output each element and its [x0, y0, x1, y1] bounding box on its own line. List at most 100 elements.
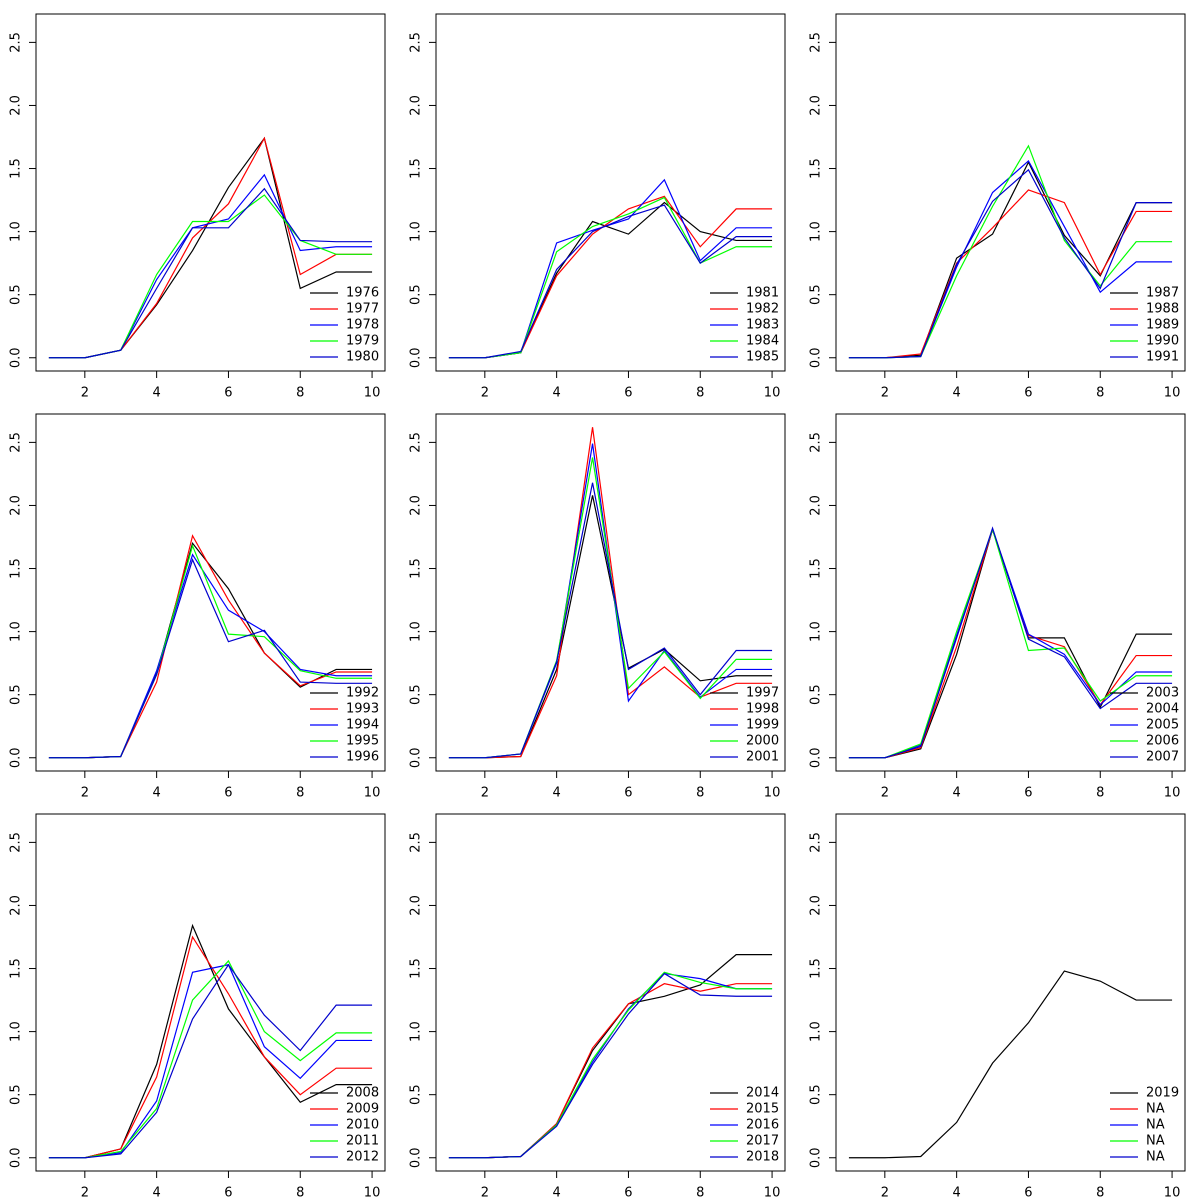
x-tick-label: 8 — [696, 386, 704, 401]
legend-label: 2000 — [746, 734, 779, 749]
y-tick-label: 1.0 — [409, 221, 424, 242]
x-tick-label: 10 — [764, 386, 781, 401]
y-tick-label: 2.5 — [9, 832, 24, 853]
y-tick-label: 1.5 — [809, 958, 824, 979]
legend-label: 1995 — [346, 734, 379, 749]
legend-label: 2005 — [1146, 718, 1179, 733]
legend-label: 1999 — [746, 718, 779, 733]
plot-frame — [835, 413, 1186, 772]
series-line — [448, 495, 773, 759]
x-tick-label: 6 — [1024, 386, 1032, 401]
series-line — [448, 443, 773, 759]
legend-label: 2007 — [1146, 750, 1179, 765]
y-tick-label: 0.0 — [409, 347, 424, 368]
legend-label: 1991 — [1146, 350, 1179, 365]
series-line — [48, 923, 373, 1159]
x-tick-label: 4 — [153, 1186, 161, 1200]
y-tick-label: 1.0 — [809, 621, 824, 642]
y-tick-label: 1.5 — [409, 158, 424, 179]
y-tick-label: 2.5 — [9, 32, 24, 53]
x-tick-label: 10 — [364, 1186, 381, 1200]
x-tick-label: 6 — [1024, 1186, 1032, 1200]
series-line — [848, 527, 1173, 759]
legend-label: 2001 — [746, 750, 779, 765]
y-tick-label: 0.0 — [809, 1147, 824, 1168]
legend-label: 1977 — [346, 302, 379, 317]
y-tick-label: 2.5 — [809, 432, 824, 453]
y-tick-label: 1.0 — [9, 621, 24, 642]
series-line — [48, 187, 373, 359]
x-tick-label: 10 — [764, 786, 781, 801]
legend-label: 2008 — [346, 1086, 379, 1101]
x-tick-label: 8 — [1096, 386, 1104, 401]
y-tick-label: 1.0 — [9, 1021, 24, 1042]
plot-frame — [835, 813, 1186, 1172]
legend-label: NA — [1146, 1102, 1165, 1117]
series-line — [448, 201, 773, 359]
x-tick-label: 6 — [1024, 786, 1032, 801]
y-tick-label: 0.0 — [9, 347, 24, 368]
y-tick-label: 0.0 — [9, 1147, 24, 1168]
series-line — [48, 173, 373, 359]
x-tick-label: 6 — [624, 1186, 632, 1200]
x-tick-label: 10 — [364, 386, 381, 401]
series-line — [48, 963, 373, 1159]
y-tick-label: 1.5 — [809, 158, 824, 179]
series-line — [448, 971, 773, 1159]
y-tick-label: 0.5 — [9, 284, 24, 305]
y-tick-label: 2.5 — [9, 432, 24, 453]
y-tick-label: 0.0 — [409, 1147, 424, 1168]
y-tick-label: 0.0 — [809, 347, 824, 368]
y-tick-label: 0.5 — [409, 284, 424, 305]
y-tick-label: 1.0 — [9, 221, 24, 242]
y-tick-label: 2.5 — [409, 32, 424, 53]
plot-frame — [435, 413, 786, 772]
series-line — [448, 196, 773, 359]
series-line — [448, 482, 773, 759]
legend-label: 2006 — [1146, 734, 1179, 749]
y-tick-label: 2.5 — [409, 832, 424, 853]
x-tick-label: 2 — [81, 786, 89, 801]
legend-label: 1976 — [346, 286, 379, 301]
series-line — [848, 144, 1173, 359]
x-tick-label: 8 — [696, 786, 704, 801]
y-tick-label: 0.0 — [809, 747, 824, 768]
series-line — [448, 204, 773, 359]
legend-label: 1992 — [346, 686, 379, 701]
x-tick-label: 2 — [881, 1186, 889, 1200]
x-tick-label: 4 — [953, 1186, 961, 1200]
x-tick-label: 6 — [224, 1186, 232, 1200]
y-tick-label: 1.5 — [9, 558, 24, 579]
x-tick-label: 8 — [696, 1186, 704, 1200]
series-line — [448, 457, 773, 759]
legend-label: 2016 — [746, 1118, 779, 1133]
x-tick-label: 8 — [1096, 1186, 1104, 1200]
x-tick-label: 4 — [953, 386, 961, 401]
x-tick-label: 8 — [1096, 786, 1104, 801]
series-line — [848, 160, 1173, 359]
x-tick-label: 2 — [481, 1186, 489, 1200]
x-tick-label: 4 — [553, 386, 561, 401]
legend-label: 2015 — [746, 1102, 779, 1117]
legend-label: 1983 — [746, 318, 779, 333]
series-line — [48, 557, 373, 759]
series-line — [848, 527, 1173, 759]
legend-label: 2004 — [1146, 702, 1179, 717]
x-tick-label: 2 — [81, 386, 89, 401]
x-tick-label: 10 — [1164, 386, 1181, 401]
y-tick-label: 1.5 — [409, 558, 424, 579]
legend-label: 1989 — [1146, 318, 1179, 333]
x-tick-label: 6 — [624, 386, 632, 401]
legend-label: 2011 — [346, 1134, 379, 1149]
series-line — [848, 527, 1173, 759]
y-tick-label: 2.5 — [409, 432, 424, 453]
x-tick-label: 8 — [296, 786, 304, 801]
legend-label: 1994 — [346, 718, 379, 733]
series-line — [448, 178, 773, 359]
series-line — [48, 964, 373, 1159]
y-tick-label: 1.0 — [809, 221, 824, 242]
y-tick-label: 0.0 — [9, 747, 24, 768]
y-tick-label: 1.0 — [409, 1021, 424, 1042]
legend-label: 2010 — [346, 1118, 379, 1133]
x-tick-label: 8 — [296, 1186, 304, 1200]
